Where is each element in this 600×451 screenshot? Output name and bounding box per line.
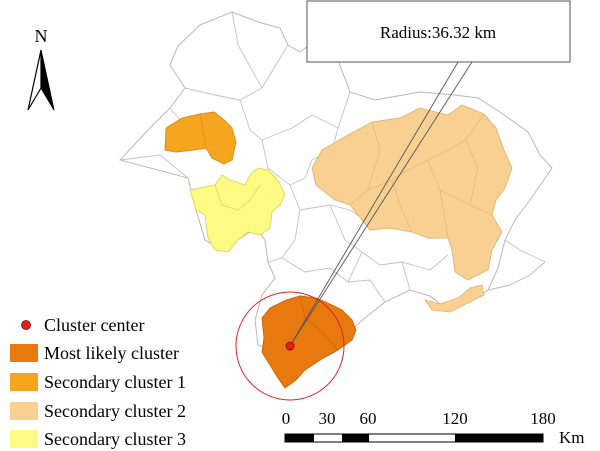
scale-tick-180: 180 [530, 409, 556, 428]
legend-swatch-center [21, 320, 31, 330]
scale-bar-segment-1 [285, 434, 314, 442]
north-arrow-icon [40, 49, 55, 111]
callout-box [306, 0, 571, 63]
district-boundaries [119, 11, 546, 303]
callout-text: Radius:36.32 km [380, 23, 496, 42]
most-likely-cluster-region [261, 295, 357, 389]
scale-tick-120: 120 [442, 409, 468, 428]
scale-tick-0: 0 [282, 409, 291, 428]
north-label: N [35, 26, 48, 46]
scale-unit: Km [559, 428, 585, 447]
scale-tick-30: 30 [319, 409, 336, 428]
legend-label-secondary-2: Secondary cluster 2 [44, 401, 186, 421]
cluster-radius-circle [235, 291, 345, 401]
most-likely-cluster-boundary [299, 295, 339, 351]
legend-label-secondary-3: Secondary cluster 3 [44, 429, 186, 449]
callout-leader [289, 61, 473, 347]
scale-tick-60: 60 [360, 409, 377, 428]
scale-bar-segment-2 [342, 434, 369, 442]
secondary-cluster-1-region [164, 111, 237, 165]
cluster-center-dot [285, 341, 295, 351]
secondary-cluster-2-region [311, 104, 513, 281]
legend-swatch-secondary-1 [10, 373, 38, 391]
legend-label-center: Cluster center [44, 315, 144, 335]
legend: Cluster center Most likely cluster Secon… [10, 315, 186, 449]
scale-bar-segment-3 [455, 434, 543, 442]
secondary-cluster-2-coast-strip [424, 284, 485, 313]
secondary-cluster-1-boundary [199, 113, 207, 149]
legend-swatch-secondary-3 [10, 430, 38, 448]
legend-label-secondary-1: Secondary cluster 1 [44, 372, 186, 392]
legend-swatch-secondary-2 [10, 402, 38, 420]
scale-bar: 0 30 60 120 180 Km [282, 409, 585, 447]
legend-label-most-likely: Most likely cluster [44, 343, 179, 363]
north-arrow: N [27, 26, 55, 111]
north-arrow-icon-outline [27, 49, 42, 111]
secondary-cluster-2-boundaries [349, 113, 493, 239]
coastline-spur [487, 261, 546, 291]
secondary-cluster-3-boundary [214, 184, 261, 211]
legend-swatch-most-likely [10, 344, 38, 362]
